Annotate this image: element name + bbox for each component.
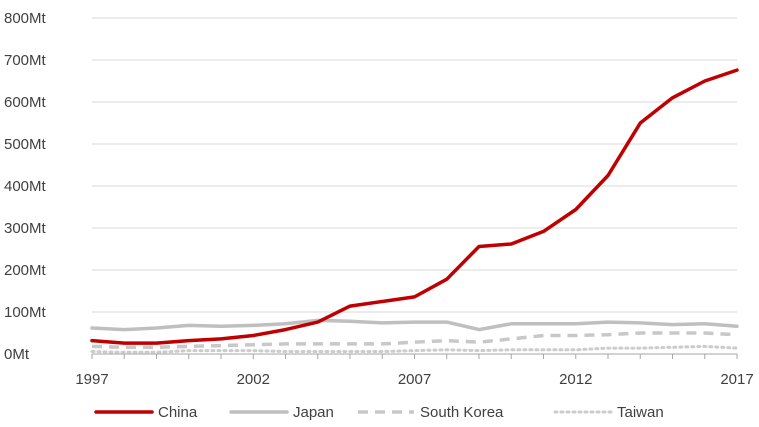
y-tick-label: 200Mt bbox=[4, 262, 47, 279]
x-tick-label: 2017 bbox=[720, 371, 753, 388]
x-tick-label: 2007 bbox=[398, 371, 431, 388]
x-tick-label: 2012 bbox=[559, 371, 592, 388]
gridlines bbox=[92, 17, 737, 313]
y-axis-ticks: 0Mt 100Mt 200Mt 300Mt 400Mt 500Mt 600Mt 700Mt 80… bbox=[4, 10, 47, 363]
legend-label: Taiwan bbox=[617, 404, 664, 421]
series-line-china bbox=[90, 68, 739, 345]
x-tick-label: 1997 bbox=[75, 371, 108, 388]
y-tick-label: 600Mt bbox=[4, 94, 47, 111]
y-tick-label: 400Mt bbox=[4, 178, 47, 195]
x-tick-label: 2002 bbox=[237, 371, 270, 388]
series-line-taiwan bbox=[90, 344, 739, 354]
legend: China Japan South Korea Taiwan bbox=[94, 404, 664, 421]
series-line-south-korea bbox=[91, 331, 738, 350]
legend-label: Japan bbox=[293, 404, 334, 421]
y-tick-label: 500Mt bbox=[4, 136, 47, 153]
y-tick-label: 700Mt bbox=[4, 52, 47, 69]
x-axis: 1997 2002 2007 2012 2017 bbox=[75, 353, 754, 388]
y-tick-label: 100Mt bbox=[4, 304, 47, 321]
legend-label: China bbox=[158, 404, 198, 421]
y-tick-label: 800Mt bbox=[4, 10, 47, 27]
legend-label: South Korea bbox=[420, 404, 504, 421]
y-tick-label: 300Mt bbox=[4, 220, 47, 237]
y-tick-label: 0Mt bbox=[4, 346, 30, 363]
series-line-japan bbox=[90, 318, 739, 332]
series-lines bbox=[90, 68, 739, 354]
